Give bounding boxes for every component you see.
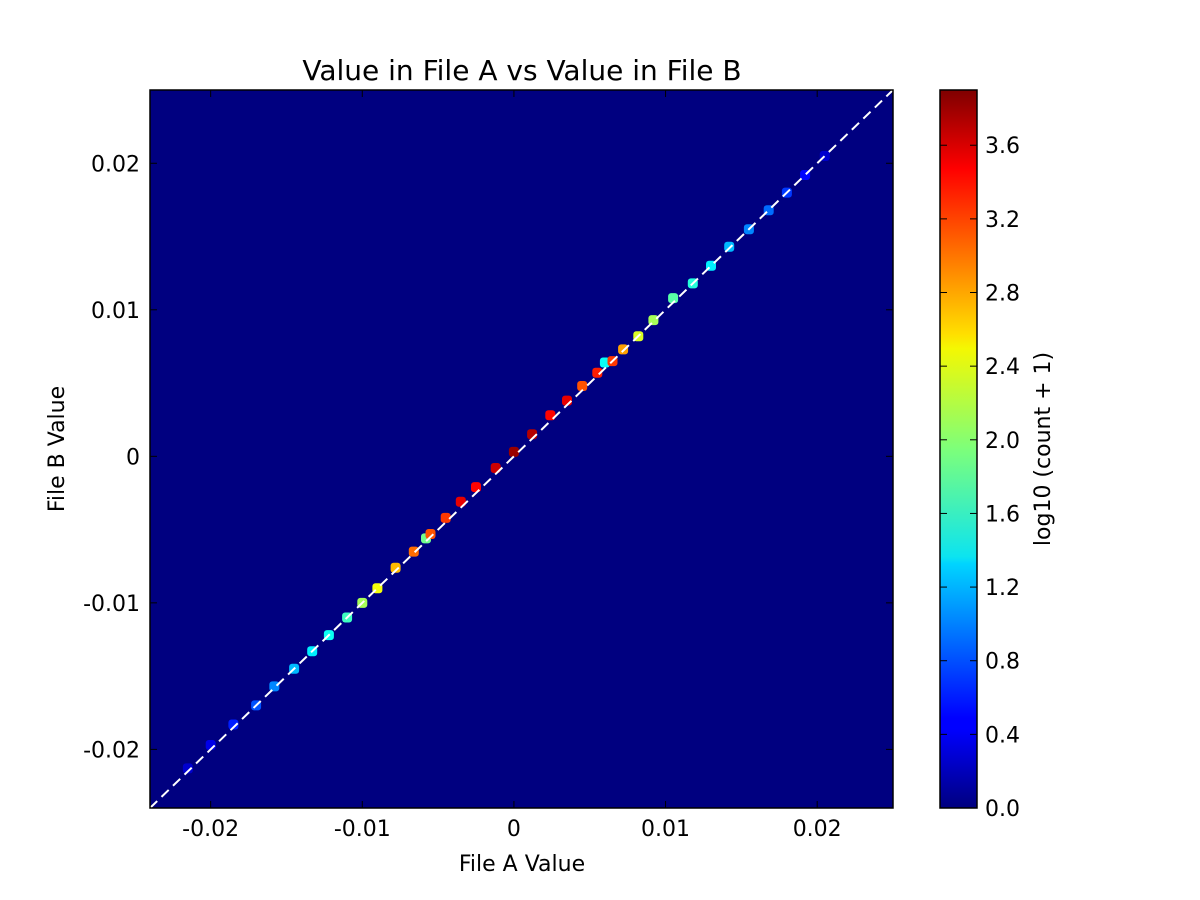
- x-axis-label: File A Value: [459, 852, 585, 877]
- colorbar-tick-label: 0.0: [985, 797, 1020, 822]
- y-tick-label: -0.01: [83, 592, 140, 617]
- colorbar: [940, 90, 977, 808]
- x-axis-ticks: -0.02 -0.01 0 0.01 0.02: [182, 90, 842, 842]
- plot-frame: [149, 89, 894, 809]
- colorbar-label: log10 (count + 1): [1031, 352, 1056, 546]
- heatmap-cell: [508, 446, 519, 457]
- y-tick-label: 0.02: [91, 152, 140, 177]
- heatmap-cell: [592, 367, 603, 378]
- colorbar-tick-label: 3.6: [985, 134, 1020, 159]
- colorbar-tick-label: 0.8: [985, 650, 1020, 675]
- y-axis-ticks: -0.02 -0.01 0 0.01 0.02: [83, 152, 893, 763]
- identity-reference-line: [149, 89, 894, 809]
- heatmap-cell: [668, 293, 679, 304]
- x-tick-label: -0.02: [182, 817, 239, 842]
- colorbar-tick-label: 1.2: [985, 576, 1020, 601]
- colorbar-tick-label: 1.6: [985, 502, 1020, 527]
- colorbar-tick-label: 2.0: [985, 429, 1020, 454]
- colorbar-tick-label: 2.4: [985, 355, 1020, 380]
- x-tick-label: 0.01: [641, 817, 690, 842]
- y-tick-label: 0.01: [91, 299, 140, 324]
- colorbar-tick-label: 2.8: [985, 282, 1020, 307]
- y-axis-label: File B Value: [45, 386, 70, 512]
- x-tick-label: 0.02: [793, 817, 842, 842]
- heatmap-cell: [408, 546, 419, 557]
- heatmap-cell: [425, 529, 436, 539]
- colorbar-ticks: 0.0 0.4 0.8 1.2 1.6 2.0 2.4 2.8 3.2 3.6: [940, 134, 1020, 822]
- heatmap-cell: [390, 562, 401, 573]
- heatmap-cell: [440, 512, 451, 523]
- heatmap-cell: [618, 344, 629, 355]
- heatmap-cell: [577, 381, 588, 391]
- colorbar-tick-label: 0.4: [985, 723, 1020, 748]
- chart-title: Value in File A vs Value in File B: [302, 54, 741, 87]
- heatmap-cell: [599, 357, 610, 368]
- heatmap-cell: [269, 681, 280, 692]
- y-tick-label: 0: [126, 445, 140, 470]
- y-tick-label: -0.02: [83, 738, 140, 763]
- x-tick-label: 0: [507, 817, 521, 842]
- heatmap-cell: [724, 241, 735, 252]
- x-tick-label: -0.01: [334, 817, 391, 842]
- colorbar-frame: [939, 89, 978, 809]
- heatmap-cell: [228, 719, 239, 730]
- heatmap-cell: [182, 763, 193, 774]
- colorbar-tick-label: 3.2: [985, 208, 1020, 233]
